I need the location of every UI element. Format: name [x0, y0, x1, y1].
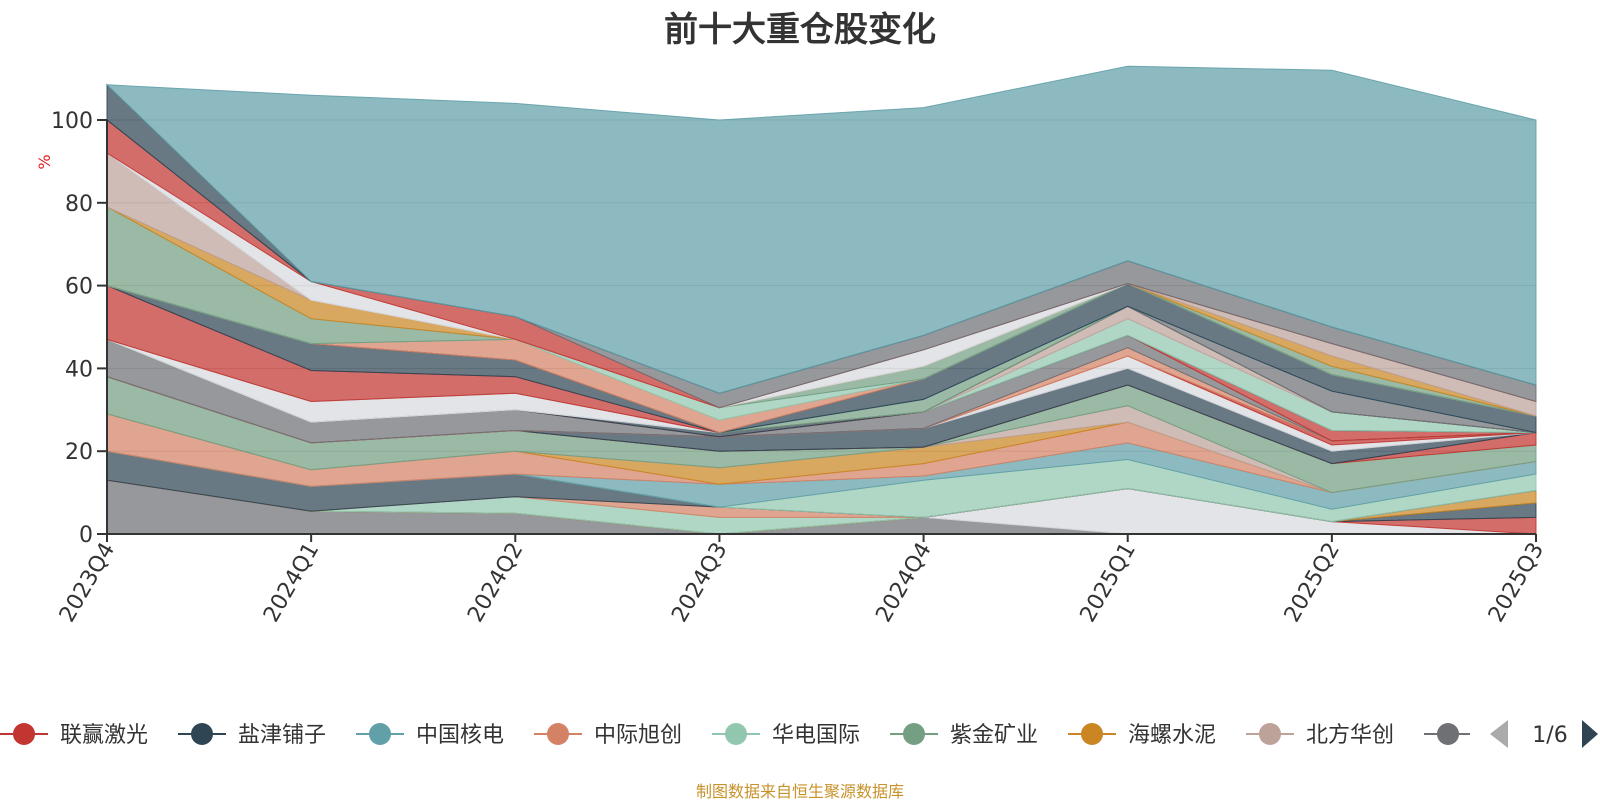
legend-label: 海螺水泥 — [1128, 723, 1216, 748]
legend-marker — [369, 723, 391, 745]
legend-item[interactable]: 华电国际 — [712, 723, 860, 748]
y-tick-label: 100 — [51, 109, 93, 134]
x-tick-label: 2024Q2 — [463, 539, 528, 627]
legend-item[interactable]: 紫金矿业 — [890, 723, 1038, 748]
chart-title: 前十大重仓股变化 — [664, 10, 936, 50]
legend-label: 联赢激光 — [60, 723, 148, 748]
area-series — [105, 65, 1537, 535]
legend-marker — [903, 723, 925, 745]
y-tick-label: 0 — [79, 523, 93, 548]
legend-label: 北方华创 — [1306, 723, 1394, 748]
legend-marker — [1437, 723, 1459, 745]
y-tick-label: 20 — [65, 440, 93, 465]
legend-marker — [13, 723, 35, 745]
x-tick-label: 2024Q3 — [667, 539, 732, 627]
area-series-40[interactable] — [105, 65, 1537, 394]
legend-marker — [191, 723, 213, 745]
x-tick-label: 2024Q1 — [259, 539, 324, 627]
source-note: 制图数据来自恒生聚源数据库 — [695, 782, 904, 801]
x-tick-label: 2025Q3 — [1484, 539, 1549, 627]
x-tick-label: 2024Q4 — [871, 539, 936, 627]
legend-label: 中国核电 — [416, 723, 504, 748]
legend-label: 华电国际 — [772, 723, 860, 748]
legend-item[interactable]: 中国核电 — [356, 723, 504, 748]
y-tick-label: 60 — [65, 275, 93, 300]
legend-item[interactable]: 中际旭创 — [534, 723, 682, 748]
x-tick-label: 2025Q1 — [1076, 539, 1141, 627]
legend-next-icon[interactable] — [1582, 720, 1598, 748]
y-tick-label: 40 — [65, 357, 93, 382]
legend-page-indicator: 1/6 — [1532, 723, 1567, 748]
legend-item[interactable]: 海螺水泥 — [1068, 723, 1216, 748]
y-tick-label: 80 — [65, 192, 93, 217]
legend-marker — [725, 723, 747, 745]
legend-marker — [1081, 723, 1103, 745]
legend-item[interactable]: 北方华创 — [1246, 723, 1394, 748]
legend-item[interactable] — [1424, 723, 1472, 745]
legend-item[interactable]: 联赢激光 — [0, 723, 148, 748]
legend-marker — [1259, 723, 1281, 745]
legend-prev-icon[interactable] — [1490, 720, 1508, 748]
legend-label: 紫金矿业 — [950, 723, 1038, 748]
legend-label: 盐津铺子 — [238, 723, 326, 748]
x-tick-label: 2023Q4 — [55, 539, 120, 627]
legend-label: 中际旭创 — [594, 723, 682, 748]
legend-marker — [547, 723, 569, 745]
x-tick-label: 2025Q2 — [1280, 539, 1345, 627]
legend-item[interactable]: 盐津铺子 — [178, 723, 326, 748]
y-axis-label: % — [35, 154, 54, 169]
legend: 联赢激光 盐津铺子 中国核电 中际旭创 华电国际 紫金矿业 海螺水泥 北方华创 1/6 — [0, 710, 1600, 760]
